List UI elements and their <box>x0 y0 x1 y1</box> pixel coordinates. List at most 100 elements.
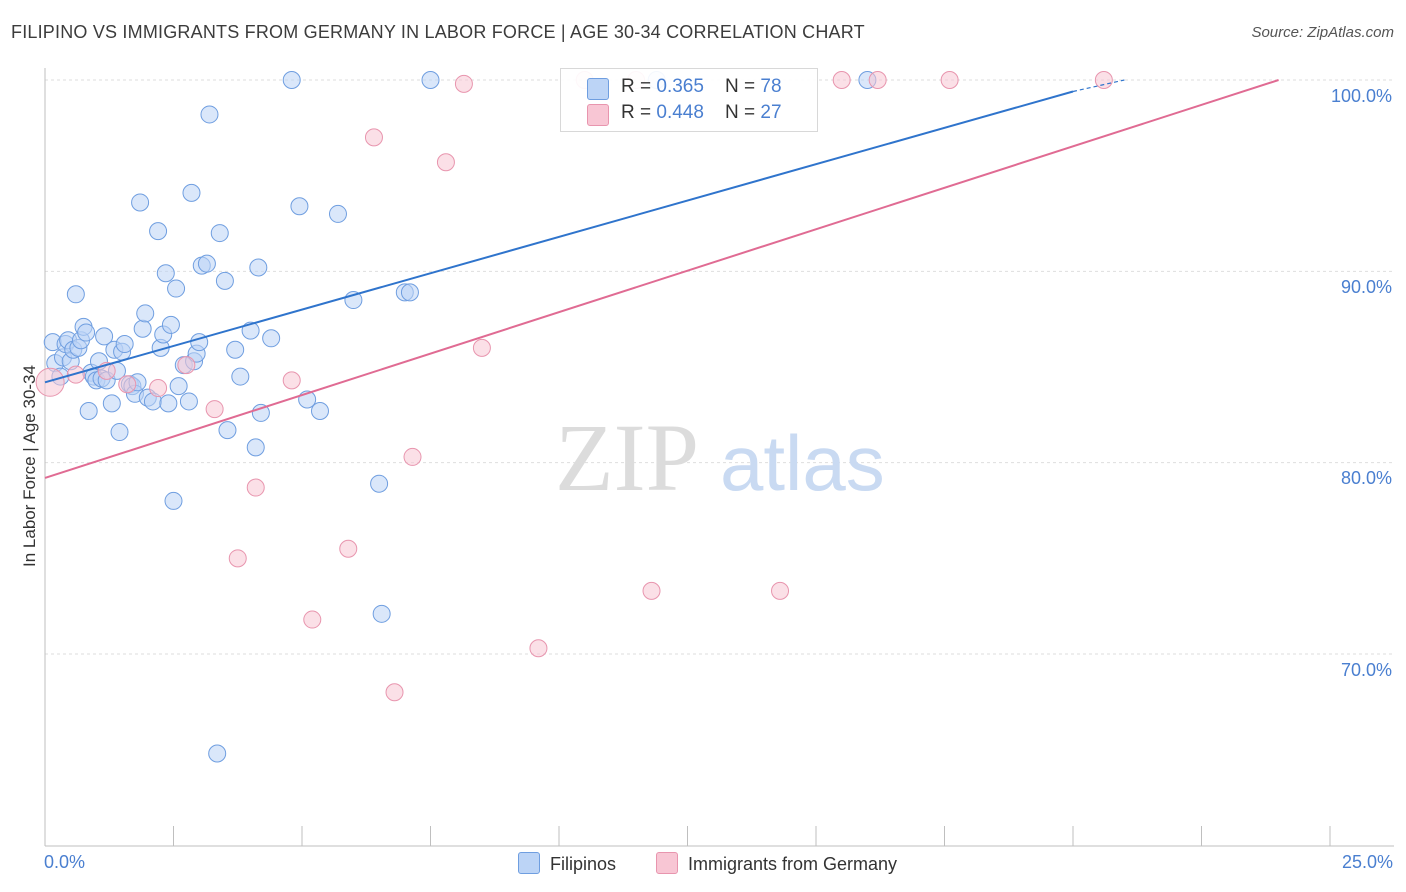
filipinos-point <box>182 183 201 202</box>
legend-n-value: 27 <box>760 102 782 123</box>
filipinos-point <box>149 222 168 241</box>
filipinos-point <box>77 323 96 342</box>
germany-point <box>1094 71 1113 89</box>
filipinos-point <box>115 335 134 354</box>
germany-point <box>472 338 491 357</box>
germany-point <box>529 639 548 658</box>
germany-point <box>177 356 196 375</box>
watermark-zip: ZIP <box>555 404 699 511</box>
filipinos-trend-extension <box>1072 79 1125 93</box>
germany-point <box>436 153 455 172</box>
legend-swatch-germany <box>587 104 609 126</box>
legend-label-filipinos: Filipinos <box>550 854 617 874</box>
legend-swatch-filipinos <box>518 852 540 874</box>
germany-trend-line <box>44 79 1279 479</box>
germany-point <box>940 71 959 89</box>
filipinos-point <box>133 319 152 338</box>
filipinos-point <box>79 402 98 421</box>
legend-r-value: 0.365 <box>656 76 704 97</box>
germany-point <box>364 128 383 147</box>
watermark-atlas: atlas <box>720 419 885 507</box>
legend-r-label: R = <box>621 102 657 123</box>
legend-n-value: 78 <box>760 76 782 97</box>
germany-point <box>35 367 65 397</box>
filipinos-point <box>372 604 391 623</box>
filipinos-point <box>110 423 129 442</box>
germany-points <box>35 71 1113 702</box>
legend-n-label: N = <box>725 76 761 97</box>
filipinos-point <box>249 258 268 277</box>
filipinos-point <box>179 392 198 411</box>
y-tick-label: 70.0% <box>1340 660 1392 680</box>
filipinos-point <box>215 271 234 290</box>
legend-label-germany: Immigrants from Germany <box>688 854 898 874</box>
filipinos-point <box>200 105 219 124</box>
filipinos-point <box>231 367 250 386</box>
legend-swatch-filipinos <box>587 78 609 100</box>
filipinos-point <box>282 71 301 89</box>
filipinos-point <box>218 421 237 440</box>
germany-point <box>771 581 790 600</box>
filipinos-point <box>156 264 175 283</box>
filipinos-point <box>169 377 188 396</box>
watermark: ZIP atlas <box>555 404 885 511</box>
filipinos-point <box>167 279 186 298</box>
bottom-legend-filipinos: Filipinos <box>518 852 616 875</box>
filipinos-point <box>246 438 265 457</box>
germany-point <box>832 71 851 89</box>
germany-point <box>282 371 301 390</box>
filipinos-point <box>161 315 180 334</box>
axes <box>44 68 1394 847</box>
germany-point <box>205 400 224 419</box>
filipinos-point <box>370 474 389 493</box>
filipinos-point <box>226 340 245 359</box>
germany-point <box>403 447 422 466</box>
filipinos-point <box>95 327 114 346</box>
legend-swatch-germany <box>656 852 678 874</box>
filipinos-point <box>421 71 440 89</box>
filipinos-point <box>210 224 229 243</box>
germany-point <box>303 610 322 629</box>
filipinos-point <box>159 394 178 413</box>
germany-point <box>339 539 358 558</box>
y-tick-label: 100.0% <box>1330 86 1392 106</box>
filipinos-point <box>328 204 347 223</box>
germany-point <box>149 379 168 398</box>
filipinos-point <box>102 394 121 413</box>
filipinos-points <box>43 71 877 763</box>
germany-point <box>228 549 247 568</box>
legend-n-label: N = <box>725 102 761 123</box>
filipinos-trend-line <box>44 90 1074 384</box>
germany-point <box>642 581 661 600</box>
filipinos-point <box>290 197 309 216</box>
filipinos-point <box>136 304 155 323</box>
germany-point <box>118 375 137 394</box>
x-tick-label: 25.0% <box>1341 852 1393 872</box>
filipinos-point <box>310 402 329 421</box>
legend: R = 0.365 N = 78 R = 0.448 N = 27 <box>560 68 818 132</box>
filipinos-point <box>66 285 85 304</box>
filipinos-point <box>262 329 281 348</box>
filipinos-point <box>208 744 227 763</box>
source-label: Source: ZipAtlas.com <box>1251 24 1394 41</box>
trend-lines <box>44 79 1279 479</box>
bottom-legend-germany: Immigrants from Germany <box>656 852 897 875</box>
y-axis-label: In Labor Force | Age 30-34 <box>20 365 39 567</box>
filipinos-point <box>400 283 419 302</box>
germany-point <box>868 71 887 89</box>
legend-r-value: 0.448 <box>656 102 704 123</box>
legend-r-label: R = <box>621 76 657 97</box>
y-tick-label: 90.0% <box>1340 277 1392 297</box>
filipinos-point <box>131 193 150 212</box>
germany-point <box>66 365 85 384</box>
filipinos-point <box>164 491 183 510</box>
grid-lines <box>45 79 1394 655</box>
germany-point <box>454 74 473 93</box>
x-tick-label: 0.0% <box>44 852 86 872</box>
filipinos-point <box>197 254 216 273</box>
filipinos-point <box>241 321 260 340</box>
y-tick-label: 80.0% <box>1340 468 1392 488</box>
germany-point <box>385 683 404 702</box>
germany-point <box>246 478 265 497</box>
